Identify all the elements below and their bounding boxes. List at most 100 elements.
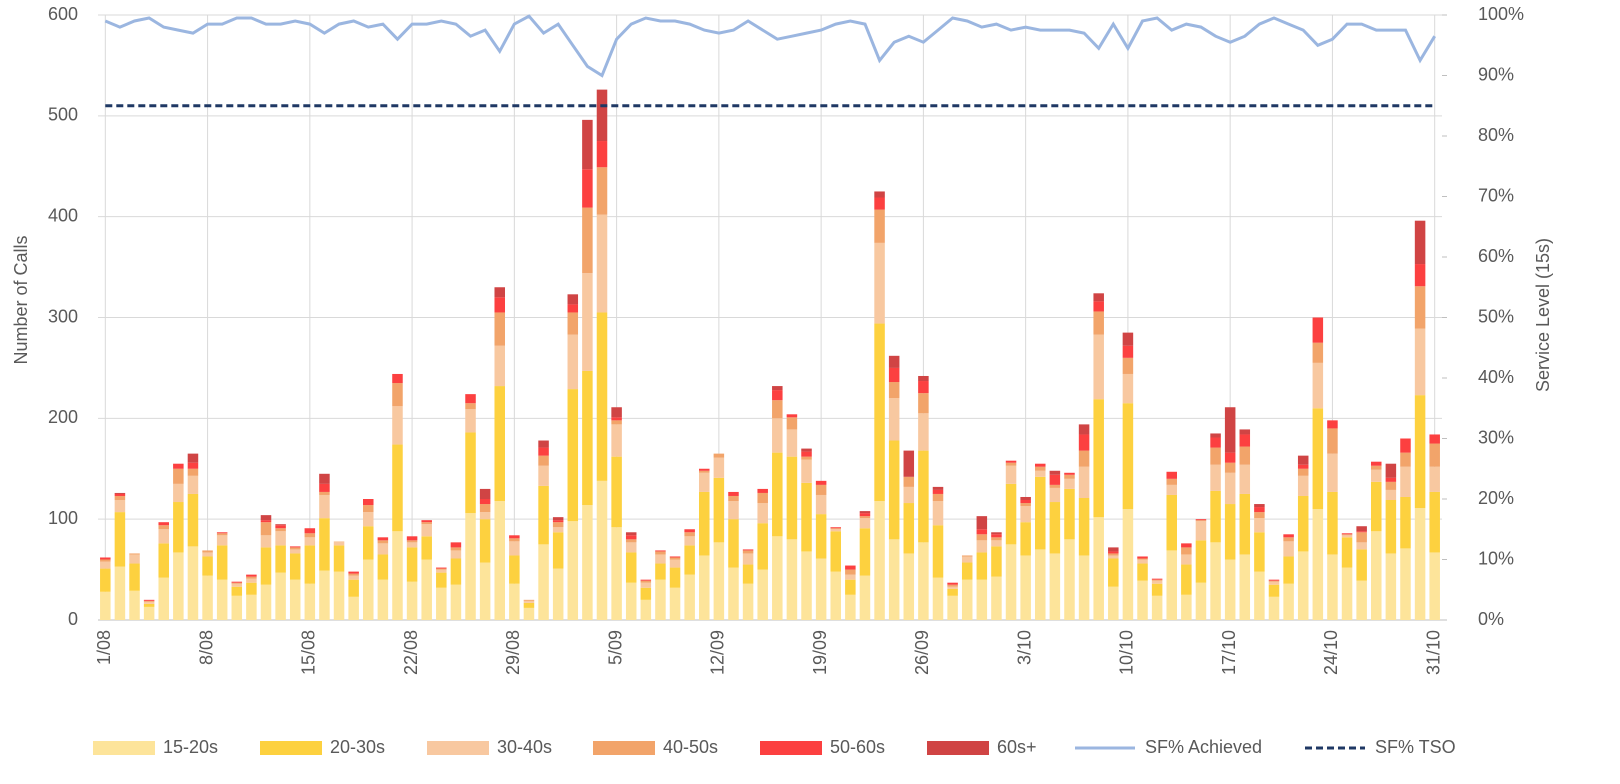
bar: [260, 535, 272, 548]
bar: [216, 532, 228, 534]
x-tick-label: 26/09: [912, 630, 932, 675]
bar: [319, 483, 330, 492]
bar: [1064, 488, 1075, 540]
bar: [1137, 563, 1148, 581]
bar: [143, 601, 155, 604]
bar: [231, 581, 243, 583]
bar: [582, 119, 593, 170]
x-tick-label: 3/10: [1014, 630, 1034, 665]
legend-swatch: [760, 741, 822, 755]
bar: [216, 535, 228, 546]
bar: [684, 545, 695, 575]
bar: [260, 522, 272, 536]
bar: [918, 542, 929, 620]
bar: [669, 567, 681, 588]
bar: [582, 505, 593, 620]
bar: [1385, 553, 1397, 620]
bar: [1122, 403, 1134, 510]
bar: [392, 406, 403, 445]
bar: [173, 483, 184, 503]
bar: [1224, 452, 1236, 463]
bar: [1297, 468, 1309, 476]
bar: [1297, 455, 1309, 465]
bar: [304, 528, 316, 534]
bar: [1195, 540, 1207, 583]
bar: [1268, 579, 1280, 581]
bar: [874, 501, 885, 620]
bar: [1122, 373, 1134, 404]
bar: [129, 563, 140, 591]
bar: [845, 565, 856, 570]
bar: [1371, 461, 1382, 466]
bar: [1341, 535, 1353, 538]
bar: [509, 538, 520, 542]
bar: [859, 513, 871, 517]
bar: [991, 546, 1002, 577]
bar: [1385, 500, 1397, 554]
bar: [450, 558, 462, 585]
bar: [1108, 553, 1119, 556]
bar: [582, 370, 593, 506]
bar: [158, 525, 169, 530]
bar: [830, 528, 841, 530]
bar: [1239, 493, 1251, 555]
bar: [100, 568, 111, 592]
bar: [479, 519, 491, 563]
bar: [479, 562, 491, 620]
bar: [1210, 490, 1221, 543]
bar: [187, 462, 199, 469]
bar: [1224, 407, 1236, 453]
bar: [1210, 447, 1221, 465]
bar: [260, 515, 272, 521]
bar: [947, 584, 958, 587]
x-tick-label: 1/08: [94, 630, 114, 665]
bar: [1239, 446, 1251, 465]
bar: [202, 575, 213, 620]
bar: [1283, 537, 1294, 542]
bar: [567, 294, 579, 305]
bar: [552, 520, 564, 523]
bar: [961, 556, 973, 563]
bar: [611, 420, 622, 425]
bar: [1137, 556, 1148, 559]
bar: [260, 584, 272, 620]
bar: [275, 531, 286, 546]
bar: [114, 500, 126, 513]
bar: [289, 547, 301, 550]
bar: [1327, 491, 1338, 555]
bar: [684, 536, 695, 546]
bar: [494, 501, 505, 620]
bar: [509, 541, 520, 556]
bar: [801, 451, 812, 457]
bar: [333, 545, 345, 572]
bar: [421, 520, 432, 523]
bar: [728, 495, 739, 502]
bar: [509, 535, 520, 539]
bar: [1385, 477, 1397, 482]
bar: [1371, 481, 1382, 532]
y-tick-label: 500: [48, 105, 78, 125]
bar: [669, 587, 681, 620]
bar: [1312, 342, 1324, 363]
y2-tick-label: 80%: [1478, 125, 1514, 145]
bar: [436, 572, 447, 588]
y2-tick-label: 70%: [1478, 185, 1514, 205]
bar: [655, 551, 666, 555]
bar: [713, 477, 725, 543]
bar: [1166, 494, 1177, 551]
bar: [450, 550, 462, 559]
bar: [1078, 424, 1090, 435]
bar: [1414, 508, 1426, 620]
bar: [567, 389, 579, 522]
bar: [757, 492, 768, 504]
bar: [246, 582, 257, 595]
bar: [1020, 503, 1031, 507]
bar: [961, 562, 973, 580]
bar: [1049, 487, 1061, 503]
bar: [786, 539, 798, 620]
bar: [611, 456, 622, 528]
bar: [479, 488, 491, 499]
bar: [275, 572, 286, 620]
bar: [100, 559, 111, 562]
bar: [815, 484, 827, 495]
